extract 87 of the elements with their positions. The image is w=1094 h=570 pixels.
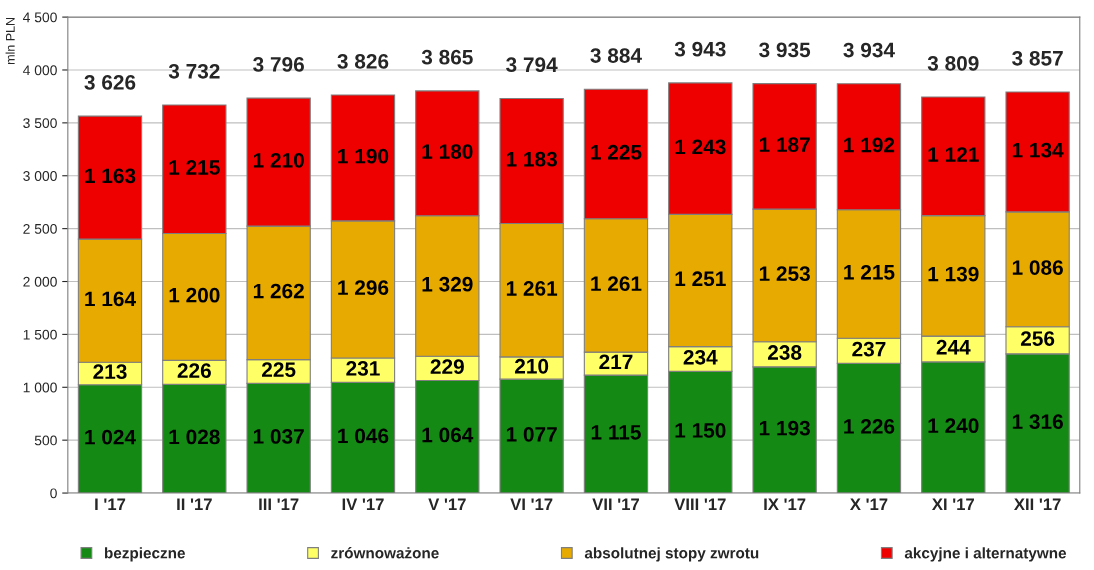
data-label: 1 240 xyxy=(928,418,979,434)
data-label: 1 150 xyxy=(675,423,726,438)
data-label: 1 251 xyxy=(675,271,726,287)
data-label: 1 190 xyxy=(338,148,389,164)
data-label: 1 164 xyxy=(85,291,136,307)
data-label: 231 xyxy=(346,361,380,376)
data-label: 1 139 xyxy=(928,266,979,282)
x-tick-label: XI '17 xyxy=(931,498,974,510)
data-label: 1 028 xyxy=(169,429,220,445)
x-tick-label: IX '17 xyxy=(764,498,806,510)
data-label: 1 077 xyxy=(506,426,557,442)
data-label: 1 316 xyxy=(1012,414,1063,430)
y-tick-label: 1 500 xyxy=(23,329,57,340)
data-label: 226 xyxy=(177,363,211,378)
annotation: 3 796 xyxy=(253,57,304,72)
data-label: 1 215 xyxy=(844,264,895,280)
data-label: 1 226 xyxy=(844,419,895,434)
data-label: 1 115 xyxy=(591,425,641,440)
data-label: 1 134 xyxy=(1012,142,1064,158)
data-label: 1 215 xyxy=(169,160,220,175)
x-tick-label: VI '17 xyxy=(510,498,553,510)
data-label: 1 121 xyxy=(928,147,979,162)
data-label: 1 046 xyxy=(338,428,389,444)
data-label: 238 xyxy=(767,345,802,360)
y-tick-label: 2 000 xyxy=(23,276,57,287)
y-tick-label: 3 000 xyxy=(23,171,57,181)
x-tick-label: VIII '17 xyxy=(674,498,726,510)
data-label: 1 180 xyxy=(422,144,473,159)
y-tick-label: 2 500 xyxy=(23,223,57,234)
x-tick-label: I '17 xyxy=(95,498,126,510)
y-tick-label: 3 500 xyxy=(23,118,57,129)
annotation: 3 935 xyxy=(759,42,811,58)
annotation: 3 857 xyxy=(1012,50,1063,66)
annotation: 3 826 xyxy=(337,53,389,69)
annotation: 3 943 xyxy=(674,41,726,57)
y-tick-label: 1 000 xyxy=(23,382,57,393)
data-label: 1 163 xyxy=(85,168,136,184)
x-tick-label: II '17 xyxy=(177,498,212,510)
annotation: 3 884 xyxy=(590,48,642,63)
annotation: 3 732 xyxy=(168,63,220,79)
data-label: 1 329 xyxy=(422,276,473,292)
data-label: 234 xyxy=(683,349,718,365)
x-tick-label: IV '17 xyxy=(342,498,384,510)
data-label: 1 183 xyxy=(506,151,557,167)
x-tick-label: XII '17 xyxy=(1014,498,1061,510)
legend-label: akcyjne i alternatywne xyxy=(904,547,1067,562)
y-tick-label: 4 000 xyxy=(22,65,57,76)
data-label: 1 037 xyxy=(253,429,304,444)
data-label: 225 xyxy=(262,362,296,378)
data-label: 1 262 xyxy=(253,283,304,299)
y-tick-label: 4 500 xyxy=(22,12,57,23)
data-label: 213 xyxy=(93,364,127,380)
data-label: 217 xyxy=(599,354,633,370)
data-label: 1 193 xyxy=(759,420,810,436)
data-label: 1 192 xyxy=(844,137,895,153)
y-tick-label: 500 xyxy=(34,435,57,446)
data-label: 1 064 xyxy=(422,427,474,443)
data-label: 256 xyxy=(1020,331,1055,346)
data-label: 210 xyxy=(514,358,549,374)
annotation: 3 794 xyxy=(506,57,558,73)
annotation: 3 809 xyxy=(927,55,979,71)
annotation: 3 865 xyxy=(421,49,473,65)
y-tick-label: 0 xyxy=(50,488,57,499)
data-label: 1 253 xyxy=(759,266,810,282)
x-tick-label: VII '17 xyxy=(592,498,639,510)
data-label: 1 243 xyxy=(675,139,726,155)
annotation: 3 934 xyxy=(843,42,895,58)
data-label: 1 187 xyxy=(759,137,810,152)
legend-label: absolutnej stopy zwrotu xyxy=(584,547,759,562)
x-tick-label: III '17 xyxy=(259,498,299,510)
data-label: 1 296 xyxy=(338,280,389,296)
y-axis-title: mln PLN xyxy=(5,17,15,65)
x-tick-label: X '17 xyxy=(849,498,888,510)
data-label: 1 024 xyxy=(85,429,136,445)
annotation: 3 626 xyxy=(84,75,136,90)
x-tick-label: V '17 xyxy=(428,498,466,510)
data-label: 1 210 xyxy=(253,152,304,168)
data-label: 1 225 xyxy=(591,144,642,160)
data-label: 1 086 xyxy=(1012,260,1063,275)
legend-label: bezpieczne xyxy=(104,547,185,562)
data-label: 244 xyxy=(936,339,971,355)
data-label: 1 261 xyxy=(506,281,558,296)
legend-label: zrównoważone xyxy=(331,547,439,559)
data-label: 1 200 xyxy=(169,287,220,303)
data-label: 237 xyxy=(852,341,886,357)
data-label: 229 xyxy=(430,359,464,374)
data-label: 1 261 xyxy=(591,276,642,292)
